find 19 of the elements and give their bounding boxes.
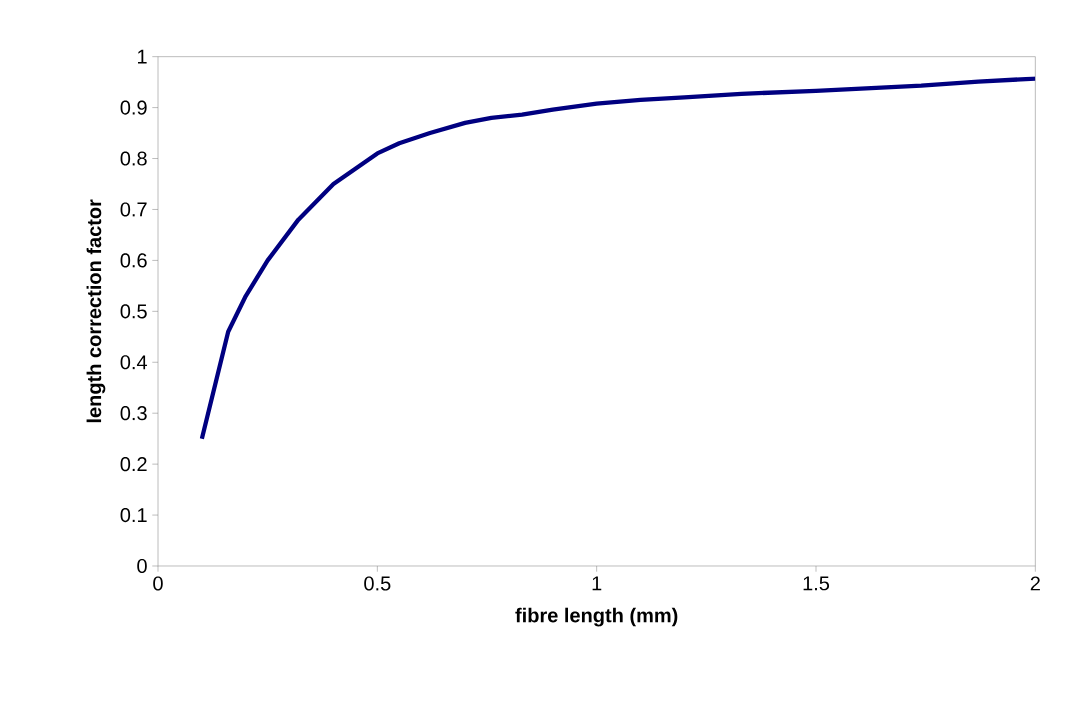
x-tick-label: 1.5 [803, 576, 830, 591]
y-tick-label: 0.4 [120, 355, 148, 370]
y-tick-label: 0.9 [120, 100, 147, 115]
x-tick-label: 0.5 [364, 576, 391, 591]
x-axis-title: fibre length (mm) [515, 607, 678, 627]
y-tick-label: 0.8 [120, 151, 147, 166]
y-tick-label: 0.7 [120, 202, 147, 217]
y-tick-label: 0.5 [120, 304, 147, 319]
y-tick-label: 0 [137, 558, 147, 574]
y-tick-label: 0.6 [120, 253, 147, 268]
x-tick-label: 2 [1030, 576, 1040, 591]
y-tick-label: 0.3 [120, 406, 147, 421]
y-tick-label: 0.2 [120, 457, 147, 472]
line-series [199, 76, 1036, 441]
y-tick-label: 1 [138, 49, 147, 64]
y-axis-title: length correction factor [86, 199, 106, 423]
x-tick-label: 0 [153, 576, 163, 591]
y-tick-label: 0.1 [120, 507, 147, 523]
x-tick-label: 1 [592, 576, 602, 591]
